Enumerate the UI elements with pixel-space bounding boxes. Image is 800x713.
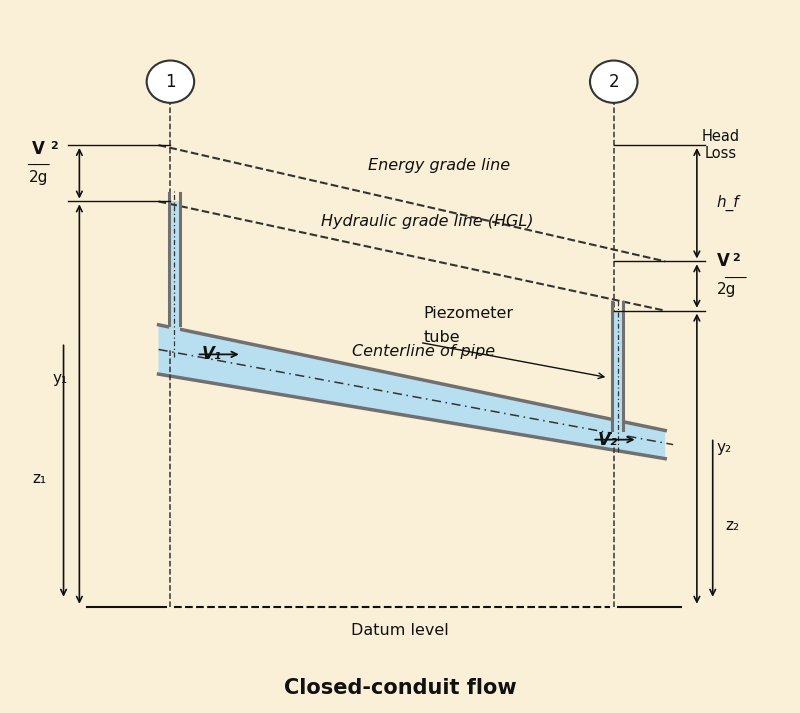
Polygon shape (158, 325, 666, 458)
Polygon shape (612, 311, 623, 445)
Text: 2g: 2g (29, 170, 48, 185)
Text: Piezometer: Piezometer (424, 306, 514, 321)
Text: 2: 2 (609, 73, 619, 91)
Text: y₁: y₁ (52, 371, 67, 386)
Circle shape (590, 61, 638, 103)
Text: V: V (717, 252, 730, 270)
Text: 2: 2 (50, 140, 58, 150)
Text: Closed-conduit flow: Closed-conduit flow (284, 677, 516, 698)
Text: z₁: z₁ (33, 471, 47, 486)
Text: z₂: z₂ (726, 518, 739, 533)
Text: 1: 1 (165, 73, 176, 91)
Polygon shape (169, 202, 180, 349)
Text: Centerline of pipe: Centerline of pipe (353, 344, 496, 359)
Text: V₁: V₁ (202, 345, 222, 364)
Circle shape (146, 61, 194, 103)
Text: 2g: 2g (717, 282, 736, 297)
Text: y₂: y₂ (717, 440, 732, 455)
Text: tube: tube (424, 330, 460, 345)
Text: ───: ─── (725, 272, 747, 284)
Text: Datum level: Datum level (351, 623, 449, 638)
Text: V₂: V₂ (598, 431, 618, 448)
Text: 2: 2 (733, 253, 740, 263)
Text: ───: ─── (27, 159, 50, 172)
Text: h_f: h_f (717, 195, 739, 211)
Text: Energy grade line: Energy grade line (368, 158, 510, 173)
Text: Head
Loss: Head Loss (702, 129, 740, 161)
Text: V: V (32, 140, 45, 158)
Text: Hydraulic grade line (HGL): Hydraulic grade line (HGL) (321, 214, 534, 229)
